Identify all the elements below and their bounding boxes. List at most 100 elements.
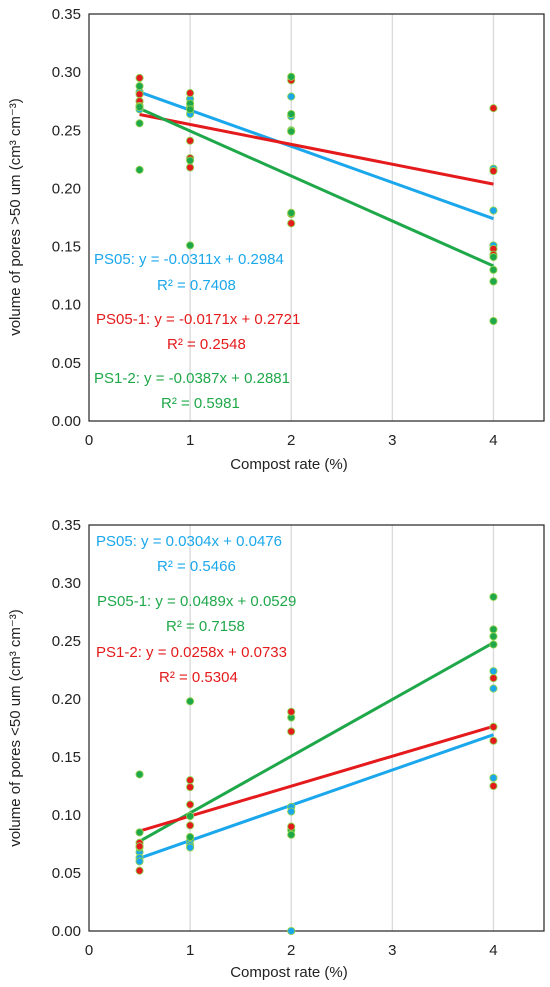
x-tick-label: 3 <box>388 942 396 959</box>
point-ps05-1 <box>489 640 498 649</box>
point-ps05 <box>287 92 296 101</box>
point-ps1-2 <box>287 208 296 217</box>
y-tick-label: 0.35 <box>52 6 81 23</box>
point-ps05-1 <box>287 830 296 839</box>
point-ps05 <box>489 206 498 215</box>
point-ps1-2 <box>489 316 498 326</box>
point-ps1-2 <box>287 127 296 136</box>
point-ps05-1 <box>489 592 498 601</box>
trendline-ps05-1 <box>139 113 494 186</box>
point-ps05 <box>135 857 144 866</box>
y-tick-label: 0.10 <box>52 297 81 314</box>
point-ps05 <box>287 807 296 816</box>
equation-ps05: PS05: y = 0.0304x + 0.0476 <box>96 533 282 550</box>
r2-ps05-1: R² = 0.7158 <box>166 618 245 635</box>
equation-ps05-1: PS05-1: y = -0.0171x + 0.2721 <box>96 311 300 328</box>
y-tick-label: 0.00 <box>52 923 81 940</box>
point-ps05-1 <box>186 89 195 98</box>
point-ps05-1 <box>186 812 195 821</box>
point-ps05-1 <box>287 219 296 228</box>
y-tick-label: 0.25 <box>52 633 81 650</box>
point-ps1-2 <box>287 707 296 716</box>
point-ps1-2 <box>287 109 296 119</box>
point-ps1-2 <box>287 822 296 831</box>
point-ps05 <box>186 843 195 852</box>
point-ps1-2 <box>186 241 195 250</box>
x-tick-label: 0 <box>85 942 93 959</box>
point-ps05-1 <box>186 832 195 842</box>
plot-frame <box>88 13 545 422</box>
equation-ps1-2: PS1-2: y = 0.0258x + 0.0733 <box>96 644 287 661</box>
point-ps05-1 <box>186 136 195 145</box>
x-tick-label: 2 <box>287 942 295 959</box>
x-tick-label: 2 <box>287 432 295 449</box>
point-ps05-1 <box>489 166 498 176</box>
plot-frame <box>88 524 545 932</box>
x-tick-label: 4 <box>489 432 497 449</box>
r2-ps1-2: R² = 0.5304 <box>159 669 238 686</box>
point-ps05-1 <box>135 828 144 837</box>
point-ps1-2 <box>489 277 498 286</box>
y-tick-label: 0.30 <box>52 64 81 81</box>
point-ps1-2 <box>186 821 195 830</box>
point-ps05-1 <box>135 770 144 779</box>
x-tick-label: 1 <box>186 942 194 959</box>
point-ps05-1 <box>186 163 195 172</box>
y-tick-label: 0.10 <box>52 807 81 824</box>
y-tick-label: 0.25 <box>52 122 81 139</box>
point-ps1-2 <box>489 781 498 791</box>
equation-ps1-2: PS1-2: y = -0.0387x + 0.2881 <box>94 370 290 387</box>
point-ps1-2 <box>287 727 296 736</box>
scatter-chart-top: 0 1 2 3 4 0.00 0.05 0.10 0.15 0.20 0.25 0.30 0.35 Co… <box>7 6 545 473</box>
point-ps05-1 <box>489 625 498 634</box>
x-tick-label: 0 <box>85 432 93 449</box>
point-ps1-2 <box>186 105 195 114</box>
point-ps1-2 <box>135 102 144 112</box>
y-tick-label: 0.15 <box>52 239 81 256</box>
equation-ps05-1: PS05-1: y = 0.0489x + 0.0529 <box>97 593 296 610</box>
y-axis-title: volume of pores >50 um (cm³ cm⁻³) <box>7 98 24 336</box>
r2-ps05-1: R² = 0.2548 <box>167 336 246 353</box>
point-ps1-2 <box>135 842 144 851</box>
point-ps1-2 <box>287 72 296 81</box>
y-axis-title: volume of pores <50 um (cm³ cm⁻³) <box>7 609 24 847</box>
point-ps05 <box>489 773 498 782</box>
r2-ps05: R² = 0.7408 <box>157 277 236 294</box>
point-ps1-2 <box>489 736 498 745</box>
trendline-ps05-1 <box>138 641 495 843</box>
trendline-ps1-2 <box>138 107 495 268</box>
trendline-ps1-2 <box>139 724 494 833</box>
point-ps1-2 <box>186 156 195 165</box>
y-tick-label: 0.05 <box>52 355 81 372</box>
point-ps05-1 <box>135 73 144 83</box>
point-ps1-2 <box>186 783 195 792</box>
x-axis-title: Compost rate (%) <box>230 456 348 473</box>
x-axis-title: Compost rate (%) <box>230 964 348 981</box>
point-ps1-2 <box>489 722 498 731</box>
y-tick-label: 0.20 <box>52 180 81 197</box>
point-ps05-1 <box>489 632 498 641</box>
x-tick-label: 4 <box>489 942 497 959</box>
y-tick-label: 0.15 <box>52 749 81 766</box>
point-ps1-2 <box>135 119 144 128</box>
point-ps1-2 <box>135 82 144 91</box>
point-ps05 <box>287 926 296 936</box>
equation-ps05: PS05: y = -0.0311x + 0.2984 <box>94 251 284 268</box>
point-ps1-2 <box>135 866 144 875</box>
y-tick-label: 0.20 <box>52 691 81 708</box>
point-ps05-1 <box>489 104 498 113</box>
point-ps1-2 <box>135 165 144 174</box>
trendline-ps05 <box>139 90 494 221</box>
point-ps05-1 <box>186 697 195 706</box>
point-ps05 <box>489 667 498 676</box>
r2-ps1-2: R² = 0.5981 <box>161 395 240 412</box>
r2-ps05: R² = 0.5466 <box>157 558 236 575</box>
trendline-ps05 <box>139 733 494 860</box>
x-tick-label: 3 <box>388 432 396 449</box>
point-ps1-2 <box>186 800 195 809</box>
y-tick-label: 0.00 <box>52 413 81 430</box>
point-ps1-2 <box>489 265 498 274</box>
y-tick-label: 0.05 <box>52 865 81 882</box>
point-ps05-1 <box>135 90 144 99</box>
